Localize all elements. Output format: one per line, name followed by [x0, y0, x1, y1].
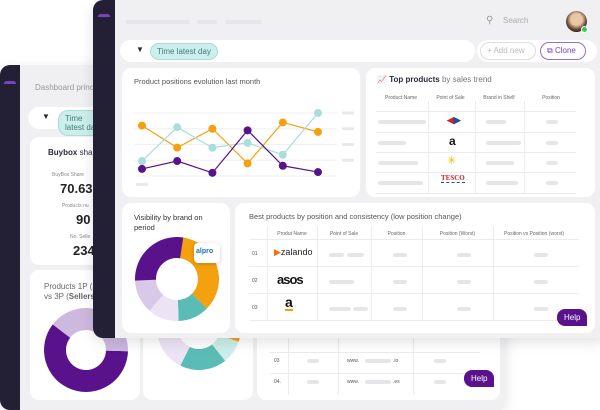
data-point — [314, 168, 322, 177]
copy-icon: ⧉ — [547, 46, 555, 55]
data-point — [278, 118, 287, 127]
trend-chart-icon: 📈 — [377, 75, 387, 84]
plus-icon: + — [487, 46, 494, 55]
data-point — [138, 121, 146, 130]
donut-slice — [135, 279, 164, 311]
series-line-1 — [141, 112, 319, 162]
filter-chip[interactable]: Time latest day — [150, 43, 218, 60]
data-point — [243, 138, 252, 147]
logo-icon — [4, 81, 16, 86]
metric-value: 70.63 — [60, 181, 93, 196]
metric-label: No. Selle — [70, 234, 91, 240]
data-point — [314, 127, 322, 136]
data-point — [208, 143, 217, 152]
add-new-button[interactable]: + Add new — [480, 42, 536, 60]
products-card-title: Products 1P (pvs 3P (Sellers) — [44, 282, 98, 301]
metric-value: 234 — [73, 243, 95, 258]
line-chart-title: Product positions evolution last month — [134, 77, 261, 86]
donut-slice — [212, 334, 239, 361]
series-line-2 — [141, 129, 319, 174]
donut-slice — [177, 293, 207, 321]
back-page-title: Dashboard princ — [35, 83, 94, 92]
data-point — [173, 123, 182, 132]
carrefour-logo: ◀▶ — [447, 115, 461, 125]
action-bar: + Add new ⧉ Clone — [477, 40, 597, 62]
best-products-title: Best products by position and consistenc… — [249, 212, 462, 221]
metric-label: Products nu — [62, 203, 89, 209]
filter-icon[interactable]: ▼ — [136, 45, 144, 54]
avatar[interactable] — [566, 11, 588, 33]
data-point — [208, 168, 217, 177]
data-point — [208, 124, 217, 133]
metric-label: BuyBox Share — [52, 172, 84, 178]
data-point — [138, 164, 146, 173]
y-tick-placeholder — [342, 127, 354, 131]
x-tick-placeholder — [136, 183, 148, 186]
buybox-title: Buybox shar — [48, 148, 96, 157]
data-point — [138, 157, 146, 166]
filter-bar: ▼ Time latest day — [120, 40, 475, 62]
amazon-logo: a — [449, 134, 456, 148]
donut-slice — [135, 237, 184, 281]
best-products-card: Best products by position and consistenc… — [235, 203, 595, 333]
data-point — [278, 161, 287, 170]
search-icon[interactable]: ⚲ — [486, 15, 494, 26]
amazon-logo: a — [285, 294, 293, 311]
donut-slice — [180, 344, 226, 370]
metric-value: 90 — [76, 212, 91, 227]
back-sidebar — [0, 65, 20, 410]
series-line-0 — [141, 121, 319, 165]
help-button[interactable]: Help — [464, 370, 495, 387]
zalando-logo: ▶zalando — [274, 247, 313, 257]
data-point — [173, 157, 182, 166]
data-point — [278, 150, 287, 159]
y-tick-placeholder — [342, 111, 354, 115]
front-dashboard-window: ⚲ Search ▼ Time latest day + Add new ⧉ C… — [93, 0, 600, 338]
online-status-dot — [581, 26, 588, 33]
asos-logo: asos — [277, 272, 304, 287]
buybox-card: Buybox shar BuyBox Share 70.63 Products … — [30, 137, 105, 265]
visibility-card: Visibility by brand on period alpro — [122, 203, 230, 333]
donut-slice — [44, 324, 128, 392]
search-input[interactable]: Search — [503, 16, 529, 25]
filter-icon: ▼ — [42, 112, 50, 121]
top-products-card: 📈 Top products by sales trend Product Na… — [366, 68, 595, 197]
clone-button[interactable]: ⧉ Clone — [540, 42, 586, 60]
donut-slice — [149, 294, 179, 321]
visibility-title: Visibility by brand on period — [134, 213, 203, 232]
tesco-logo: TESCO — [441, 174, 465, 183]
line-chart-card: Product positions evolution last month — [122, 68, 360, 197]
data-point — [173, 143, 182, 152]
walmart-logo: ✳ — [447, 155, 457, 167]
alpro-brand-badge: alpro — [194, 243, 220, 263]
help-button[interactable]: Help — [557, 309, 588, 326]
data-point — [243, 126, 252, 135]
front-sidebar — [93, 0, 115, 338]
y-tick-placeholder — [342, 158, 354, 162]
logo-icon — [98, 14, 110, 19]
data-point — [243, 159, 252, 168]
line-chart — [134, 109, 354, 186]
top-products-title: 📈 Top products by sales trend — [377, 75, 492, 84]
y-tick-placeholder — [342, 143, 354, 146]
data-point — [314, 109, 322, 117]
